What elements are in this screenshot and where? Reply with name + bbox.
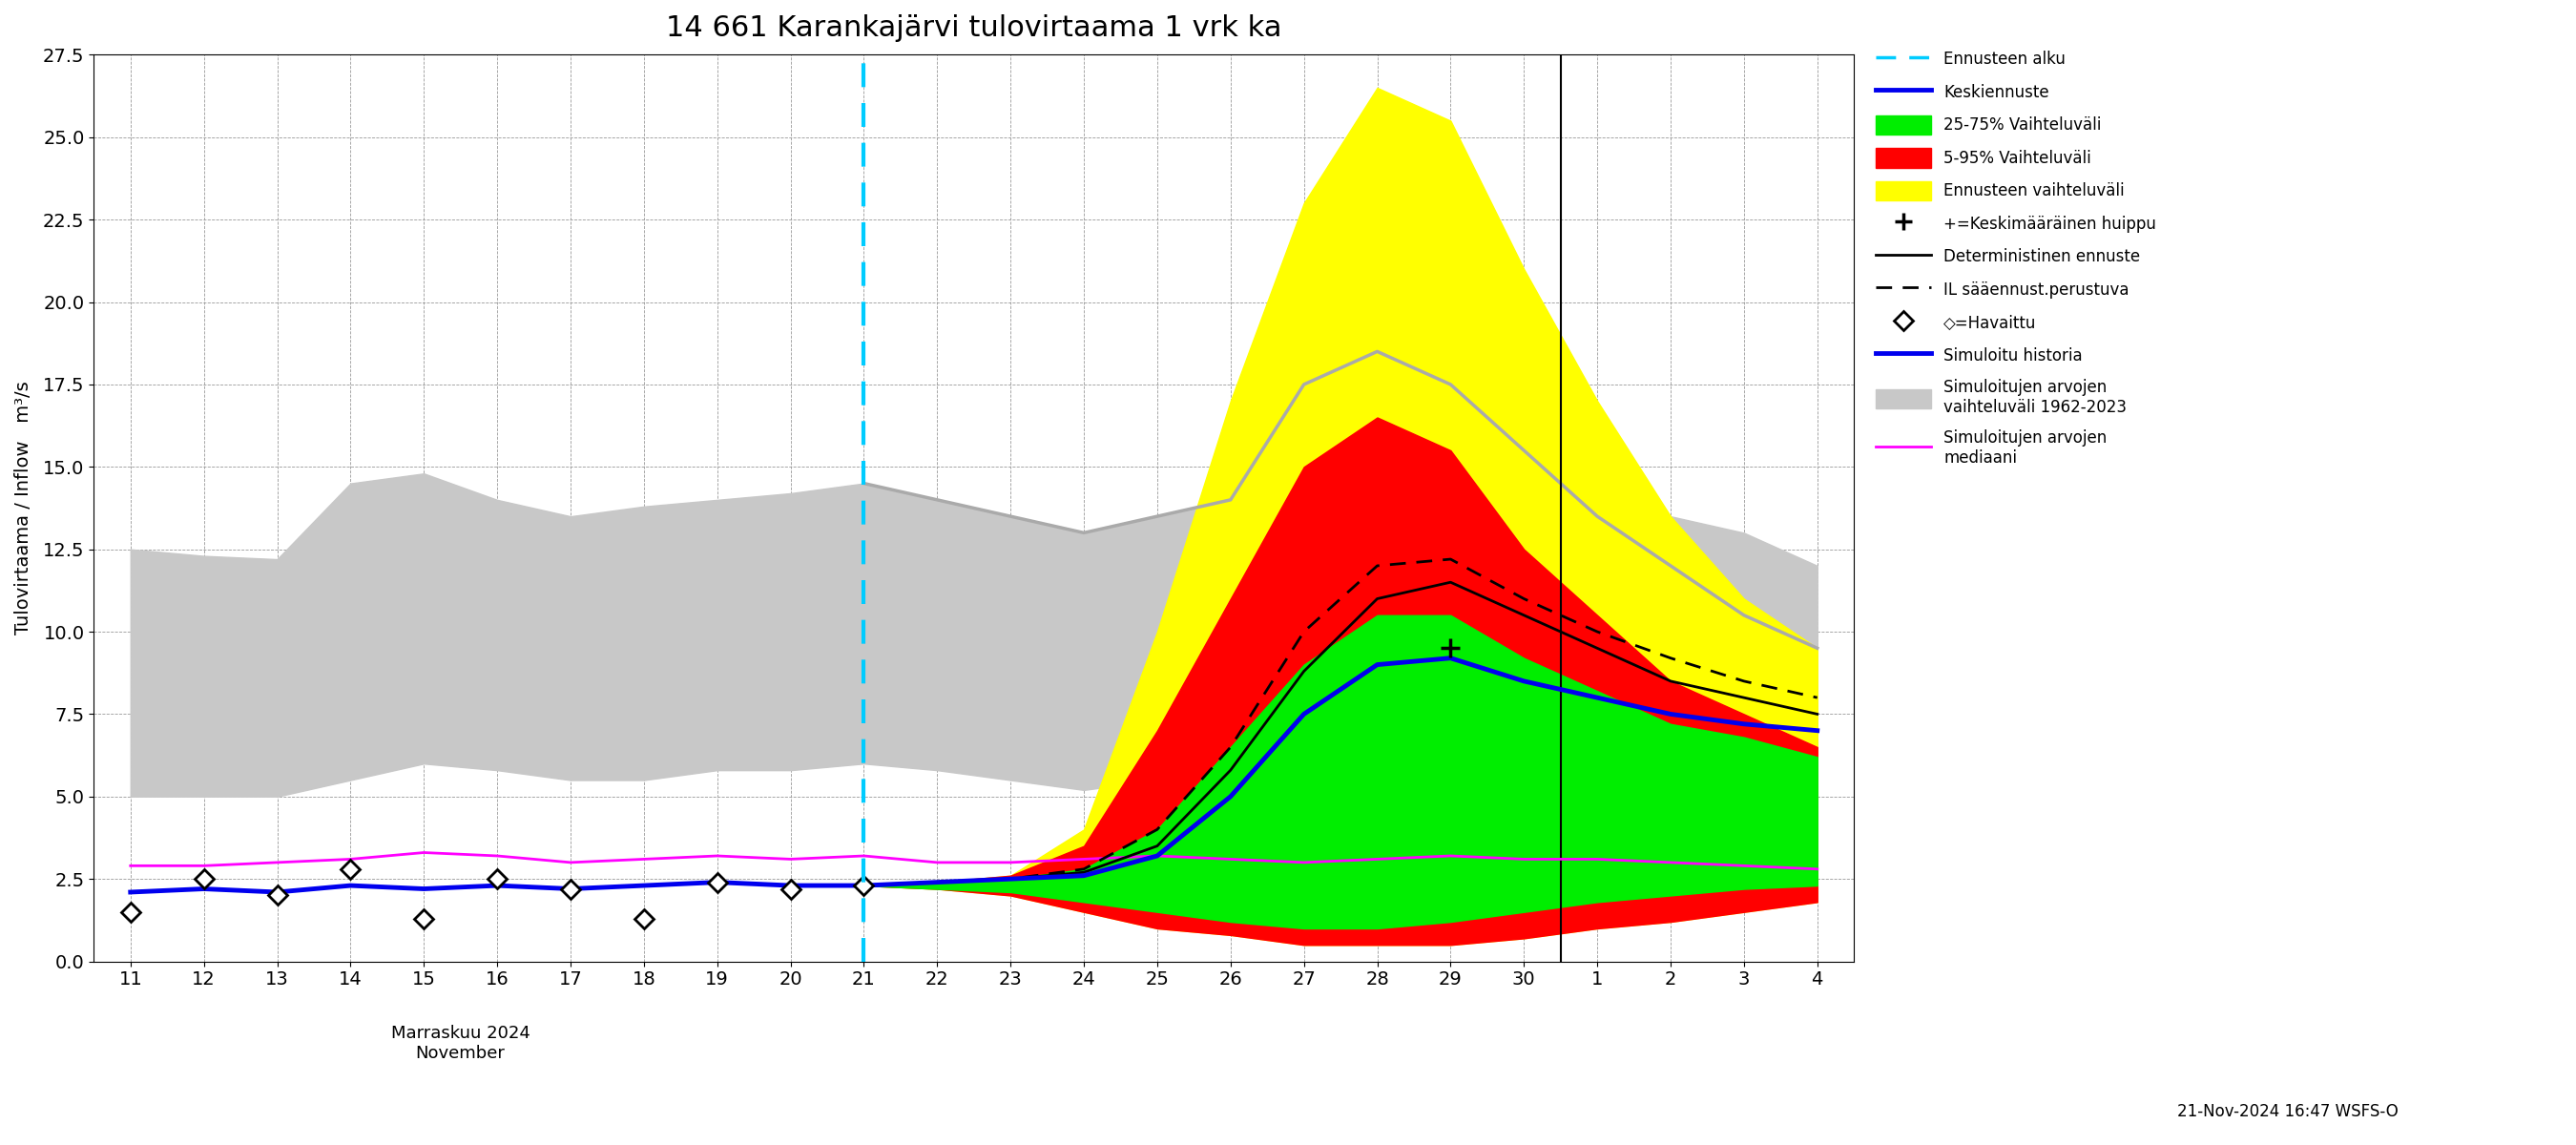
Y-axis label: Tulovirtaama / Inflow   m³/s: Tulovirtaama / Inflow m³/s <box>15 381 33 634</box>
Legend: Ennusteen alku, Keskiennuste, 25-75% Vaihteluväli, 5-95% Vaihteluväli, Ennusteen: Ennusteen alku, Keskiennuste, 25-75% Vai… <box>1870 45 2161 471</box>
Text: 21-Nov-2024 16:47 WSFS-O: 21-Nov-2024 16:47 WSFS-O <box>2177 1103 2398 1120</box>
Title: 14 661 Karankajärvi tulovirtaama 1 vrk ka: 14 661 Karankajärvi tulovirtaama 1 vrk k… <box>667 14 1283 42</box>
Text: Marraskuu 2024
November: Marraskuu 2024 November <box>392 1025 531 1063</box>
